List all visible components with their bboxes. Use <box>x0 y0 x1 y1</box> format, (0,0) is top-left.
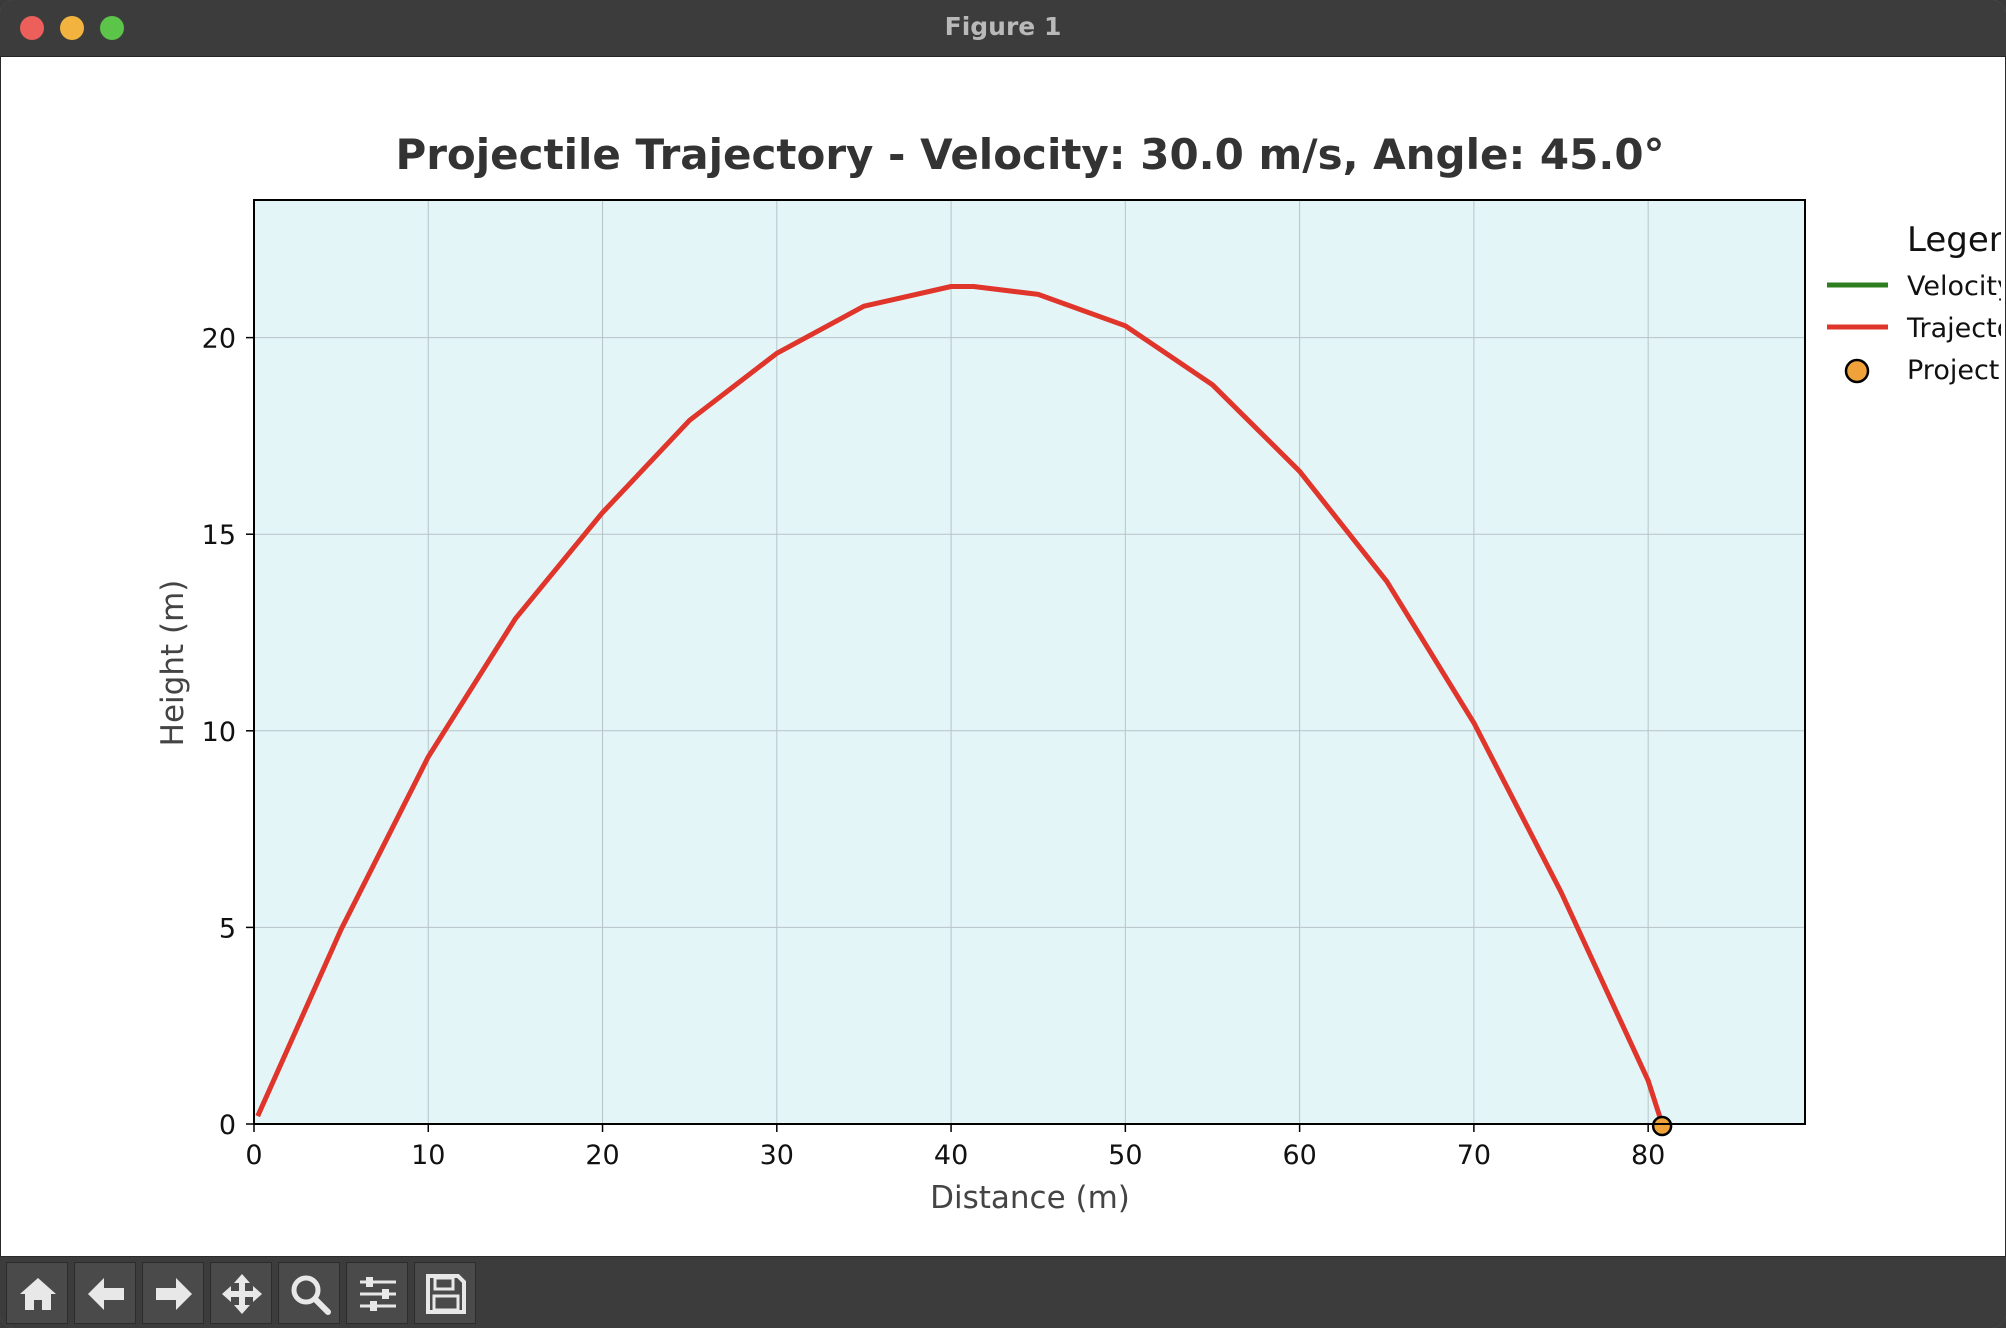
figure-canvas: 0 10 20 30 40 50 60 70 80 0 5 10 15 20 Projectile Tra… <box>5 57 2006 1257</box>
x-axis-label: Distance (m) <box>930 1180 1130 1216</box>
forward-arrow-icon <box>156 1278 192 1310</box>
x-tick-label: 60 <box>1282 1140 1316 1171</box>
x-tick-label: 80 <box>1631 1140 1665 1171</box>
y-tick-label: 10 <box>202 717 236 748</box>
legend-marker-swatch <box>1844 358 1870 384</box>
trajectory-line <box>255 284 1665 1125</box>
legend-entry-label: Velocity <box>1907 271 2001 302</box>
y-axis-label: Height (m) <box>155 580 191 747</box>
home-icon <box>20 1278 56 1310</box>
x-tick-label: 70 <box>1457 1140 1491 1171</box>
maximize-window-button[interactable] <box>100 16 124 40</box>
forward-button[interactable] <box>142 1262 204 1324</box>
y-tick-label: 15 <box>202 520 236 551</box>
back-button[interactable] <box>74 1262 136 1324</box>
trajectory-chart: 0 10 20 30 40 50 60 70 80 0 5 10 15 20 Projectile Tra… <box>155 130 2006 1216</box>
home-button[interactable] <box>6 1262 68 1324</box>
x-tick-label: 20 <box>585 1140 619 1171</box>
window-title: Figure 1 <box>944 12 1062 41</box>
y-tick-label: 20 <box>202 324 236 355</box>
navigation-toolbar <box>0 1256 2006 1328</box>
x-tick-label: 10 <box>411 1140 445 1171</box>
x-tick-label: 0 <box>245 1140 262 1171</box>
plot-frame <box>253 199 1806 1125</box>
pan-button[interactable] <box>210 1262 272 1324</box>
plot-area <box>254 200 1805 1124</box>
x-tick-label: 40 <box>934 1140 968 1171</box>
pan-move-icon <box>222 1274 262 1314</box>
legend-entry-label: Projectile <box>1907 355 2001 386</box>
y-tick-label: 5 <box>219 913 236 944</box>
minimize-window-button[interactable] <box>60 16 84 40</box>
save-button[interactable] <box>414 1262 476 1324</box>
zoom-button[interactable] <box>278 1262 340 1324</box>
close-window-button[interactable] <box>20 16 44 40</box>
title-bar: Figure 1 <box>0 0 2006 57</box>
legend-title: Legend <box>1907 220 2001 260</box>
x-tick-label: 30 <box>760 1140 794 1171</box>
projectile-marker <box>1651 1115 1673 1137</box>
save-floppy-icon <box>426 1274 466 1314</box>
chart-title: Projectile Trajectory - Velocity: 30.0 m… <box>395 130 1664 179</box>
back-arrow-icon <box>88 1278 124 1310</box>
legend: Legend Velocity Trajectory Projectile <box>1827 220 2006 386</box>
configure-subplots-button[interactable] <box>346 1262 408 1324</box>
legend-entry-label: Trajectory <box>1906 313 2001 344</box>
zoom-magnifier-icon <box>291 1275 331 1315</box>
y-tick-label: 0 <box>219 1110 236 1141</box>
x-tick-label: 50 <box>1108 1140 1142 1171</box>
configure-subplots-icon <box>360 1277 396 1311</box>
